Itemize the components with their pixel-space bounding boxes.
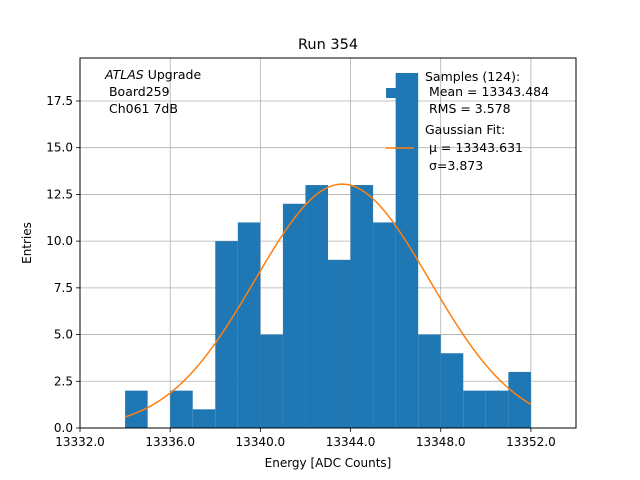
legend-samples-mean: Mean = 13343.484	[425, 84, 549, 99]
plot-frame	[79, 57, 577, 429]
histogram-bar	[192, 409, 216, 428]
annotation-upgrade: Upgrade	[144, 67, 202, 82]
x-tick-label: 13348.0	[416, 435, 466, 449]
histogram-bar	[463, 390, 486, 428]
chart-title: Run 354	[298, 37, 358, 53]
annotation-board: Board259	[105, 84, 170, 99]
x-ticks: 13332.0 13336.0 13340.0 13344.0 13348.0 13352…	[55, 428, 556, 449]
histogram-bar	[350, 185, 374, 428]
y-tick-label: 15.0	[46, 141, 73, 155]
gaussian-fit-curve	[124, 183, 532, 418]
atlas-annotation: ATLAS Upgrade Board259 Ch061 7dB	[104, 67, 201, 116]
y-tick-label: 10.0	[46, 234, 73, 248]
histogram-bar	[418, 334, 441, 428]
x-tick-label: 13336.0	[145, 435, 195, 449]
histogram-bar	[328, 259, 351, 428]
histogram-bar	[260, 334, 283, 428]
x-tick-label: 13352.0	[506, 435, 556, 449]
histogram-bar	[282, 203, 306, 428]
x-axis-label: Energy [ADC Counts]	[265, 456, 392, 470]
histogram-bar	[125, 390, 148, 428]
annotation-channel: Ch061 7dB	[105, 101, 178, 116]
histogram-bar	[395, 72, 419, 428]
y-tick-label: 5.0	[54, 328, 73, 342]
y-axis-label: Entries	[20, 222, 34, 264]
histogram-bar	[237, 222, 261, 428]
histogram-bar	[440, 353, 464, 428]
histogram-bar	[305, 185, 328, 428]
annotation-atlas: ATLAS	[104, 67, 144, 82]
y-tick-label: 7.5	[54, 281, 73, 295]
y-tick-label: 17.5	[46, 94, 73, 108]
bars	[125, 72, 531, 428]
grid	[79, 58, 576, 429]
histogram-bar	[373, 222, 396, 428]
y-tick-label: 0.0	[54, 421, 73, 435]
x-tick-label: 13340.0	[236, 435, 286, 449]
histogram-bar	[170, 390, 193, 428]
y-ticks: 0.0 2.5 5.0 7.5 10.0 12.5 15.0 17.5	[46, 94, 80, 435]
y-tick-label: 12.5	[46, 187, 73, 201]
svg-text:ATLAS Upgrade: ATLAS Upgrade	[104, 67, 201, 82]
legend-samples-rms: RMS = 3.578	[425, 101, 511, 116]
legend-fit-sigma: σ=3.873	[429, 158, 483, 173]
legend-samples-title: Samples (124):	[425, 69, 520, 84]
x-tick-label: 13344.0	[326, 435, 376, 449]
histogram-bar	[215, 241, 238, 428]
legend-fit-title: Gaussian Fit:	[425, 122, 505, 137]
x-tick-label: 13332.0	[55, 435, 105, 449]
histogram-bar	[508, 371, 531, 428]
legend-samples-swatch	[386, 88, 414, 98]
histogram-bar	[485, 390, 509, 428]
legend-fit-mu: μ = 13343.631	[429, 140, 523, 155]
y-tick-label: 2.5	[54, 374, 73, 388]
legend: Samples (124): Mean = 13343.484 RMS = 3.…	[386, 69, 549, 173]
